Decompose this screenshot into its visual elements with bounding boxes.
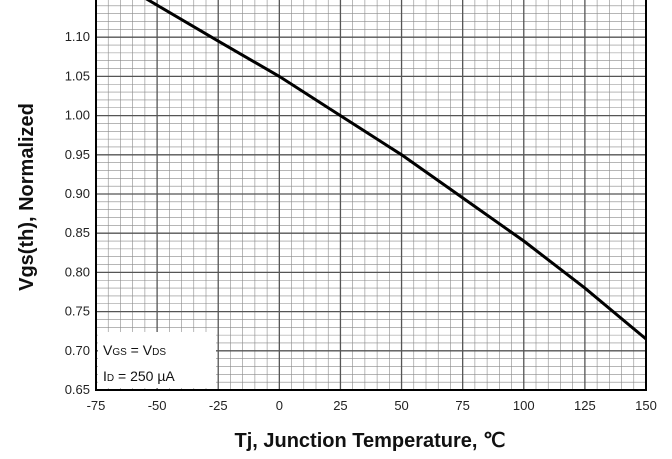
major-grid (95, 0, 647, 391)
annotation-box (98, 332, 216, 388)
x-tick-label: 50 (394, 398, 408, 413)
y-tick-labels: 0.65 0.70 0.75 0.80 0.85 0.90 0.95 1.00 1.05 1.10 (65, 29, 90, 397)
x-tick-label: -50 (148, 398, 167, 413)
x-tick-labels: -75 -50 -25 0 25 50 75 100 125 150 (87, 398, 657, 413)
y-tick-label: 1.00 (65, 108, 90, 123)
plot-border (95, 0, 647, 391)
x-tick-label: 150 (635, 398, 657, 413)
y-tick-label: 1.10 (65, 29, 90, 44)
x-tick-label: 25 (333, 398, 347, 413)
y-tick-label: 0.80 (65, 264, 90, 279)
annotation-line-vgs: VGS = VDS (103, 342, 166, 358)
x-tick-label: -25 (209, 398, 228, 413)
y-tick-label: 0.95 (65, 147, 90, 162)
x-axis-label: Tj, Junction Temperature, ℃ (234, 430, 505, 452)
y-tick-label: 0.90 (65, 186, 90, 201)
x-tick-label: 100 (513, 398, 535, 413)
annotation-line-id: ID = 250 µA (103, 368, 175, 384)
x-tick-label: 75 (455, 398, 469, 413)
y-tick-label: 0.75 (65, 304, 90, 319)
x-tick-label: 125 (574, 398, 596, 413)
y-tick-label: 0.85 (65, 225, 90, 240)
x-tick-label: 0 (276, 398, 283, 413)
y-axis-label: Vgs(th), Normalized (16, 103, 38, 291)
x-tick-label: -75 (87, 398, 106, 413)
y-tick-label: 1.05 (65, 68, 90, 83)
minor-grid (96, 0, 646, 390)
y-tick-label: 0.65 (65, 382, 90, 397)
condition-annotation: VGS = VDS ID = 250 µA (98, 332, 216, 388)
series-line (145, 0, 647, 341)
y-tick-label: 0.70 (65, 343, 90, 358)
